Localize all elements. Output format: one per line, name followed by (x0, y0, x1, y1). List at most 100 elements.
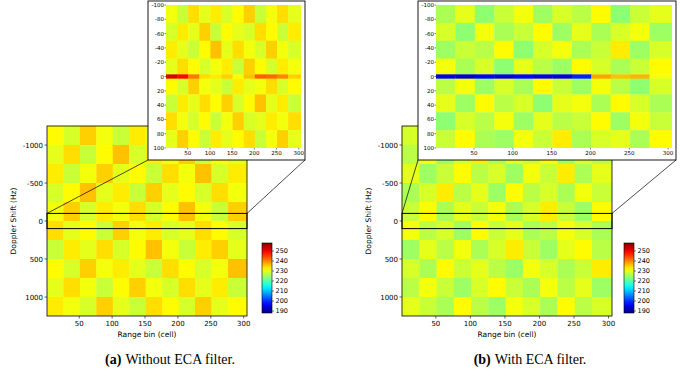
heat-cell (96, 164, 113, 183)
inset-y-tick-label: 100 (424, 145, 435, 151)
inset-y-tick (165, 19, 167, 20)
heat-cell (575, 183, 593, 202)
heat-cell (591, 112, 611, 130)
inset-x-tick-label: 200 (249, 150, 260, 156)
heat-cell (494, 74, 514, 79)
heat-cell (402, 297, 420, 316)
heat-cell (129, 183, 146, 202)
heat-cell (177, 79, 189, 95)
heat-cell (419, 297, 437, 316)
heat-cell (552, 23, 572, 41)
heat-cell (475, 23, 495, 41)
heat-cell (494, 112, 514, 130)
heat-cell (113, 164, 130, 183)
y-tick-label: -500 (382, 180, 398, 188)
heat-cell (210, 94, 222, 112)
heat-cell (177, 112, 189, 130)
heat-cell (611, 94, 631, 112)
heat-cell (188, 59, 200, 75)
heat-cell (222, 74, 234, 79)
panel-label: (b) (474, 352, 491, 368)
heat-cell (630, 23, 650, 41)
heat-cell (514, 130, 534, 148)
colorbar-tick-label: 240 (638, 257, 650, 265)
heat-cell (436, 94, 456, 112)
heat-cell (471, 297, 489, 316)
heat-cell (195, 202, 212, 221)
heat-cell (494, 94, 514, 112)
inset-x-tick-label: 250 (624, 150, 635, 156)
heat-cell (63, 278, 80, 297)
heat-cell (649, 79, 672, 95)
heat-cell (188, 130, 200, 148)
heat-cell (179, 183, 196, 202)
heat-cell (436, 74, 456, 79)
heat-cell (506, 297, 524, 316)
heat-cell (591, 59, 611, 75)
heat-cell (494, 59, 514, 75)
heat-cell (255, 74, 267, 79)
heat-cell (471, 202, 489, 221)
panel: 50100150200250300-1000-50005001000Range … (364, 1, 676, 368)
heat-cell (210, 130, 222, 148)
x-tick (112, 316, 113, 319)
heat-cell (575, 297, 593, 316)
heat-cell (222, 130, 234, 148)
heat-cell (277, 94, 289, 112)
heat-cell (523, 202, 541, 221)
heat-cell (436, 79, 456, 95)
heat-cell (80, 202, 97, 221)
heat-cell (47, 126, 64, 145)
connector (612, 160, 676, 213)
heat-cell (129, 126, 146, 145)
heat-cell (572, 130, 592, 148)
heat-cell (210, 41, 222, 59)
colorbar-tick (634, 301, 636, 302)
heat-cell (266, 59, 278, 75)
heat-cell (455, 41, 475, 59)
inset-y-tick-label: 20 (427, 88, 434, 94)
inset-x-tick-label: 100 (508, 150, 519, 156)
heat-cell (266, 112, 278, 130)
heat-cell (179, 259, 196, 278)
heat-cell (402, 126, 420, 145)
heat-cell (146, 202, 163, 221)
colorbar-tick-label: 250 (638, 247, 650, 255)
x-tick (79, 316, 80, 319)
heat-cell (540, 164, 558, 183)
inset-y-tick-label: -100 (422, 2, 435, 8)
heat-cell (210, 59, 222, 75)
heat-cell (455, 94, 475, 112)
heat-cell (288, 41, 301, 59)
heat-cell (199, 112, 211, 130)
colorbar-tick (272, 291, 274, 292)
heat-cell (437, 297, 455, 316)
heat-cell (592, 202, 612, 221)
y-tick-label: -1000 (23, 142, 43, 150)
inset-x-tick-label: 300 (294, 150, 305, 156)
connector (47, 160, 148, 213)
heat-cell (455, 74, 475, 79)
heat-cell (437, 202, 455, 221)
heat-cell (552, 94, 572, 112)
y-tick (400, 259, 403, 260)
heat-cell (96, 297, 113, 316)
heat-cell (611, 112, 631, 130)
x-tick-label: 100 (105, 320, 118, 328)
heat-cell (222, 112, 234, 130)
heat-cell (166, 23, 178, 41)
inset-y-tick (435, 133, 437, 134)
inset-y-tick (435, 119, 437, 120)
heat-cell (80, 145, 97, 164)
heat-cell (649, 5, 672, 23)
heat-cell (475, 94, 495, 112)
heat-cell (179, 202, 196, 221)
heat-cell (402, 221, 420, 240)
heat-cell (233, 23, 245, 41)
heat-cell (166, 94, 178, 112)
y-tick (400, 297, 403, 298)
heat-cell (506, 221, 524, 240)
inset-y-tick-label: -20 (425, 59, 434, 65)
heat-cell (552, 5, 572, 23)
inset-x-tick-label: 50 (471, 150, 478, 156)
